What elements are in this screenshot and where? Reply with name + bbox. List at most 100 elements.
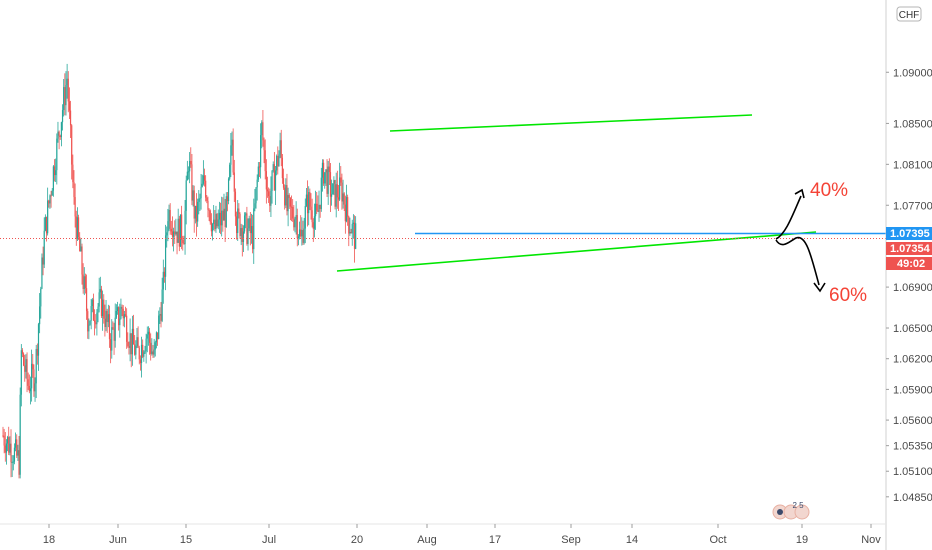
candle-body — [240, 228, 242, 236]
annotation-40: 40% — [810, 180, 848, 201]
candle-body — [33, 369, 35, 392]
currency-badge[interactable] — [896, 6, 922, 22]
time-tick-label: 17 — [489, 534, 501, 546]
candle-body — [186, 171, 188, 181]
price-tick-label: 1.06200 — [893, 354, 932, 366]
candle-body — [50, 195, 52, 197]
candle-body — [336, 184, 338, 198]
candle-body — [262, 122, 264, 141]
candle-body — [45, 216, 48, 234]
candle-body — [5, 443, 8, 453]
candle-body — [27, 379, 29, 386]
candle-body — [82, 274, 84, 290]
candle-body — [185, 180, 187, 211]
time-axis[interactable]: 18 Jun 15 Jul 20 Aug 17 Sep 14 Oct 19 Nov — [43, 524, 881, 546]
candle-body — [67, 78, 69, 102]
candle-body — [144, 350, 146, 353]
candle-body — [205, 180, 207, 198]
channel-lower-line[interactable] — [336, 231, 817, 272]
candle-body — [59, 135, 61, 138]
candle-body — [333, 180, 335, 184]
candle-body — [239, 214, 241, 236]
candle-body — [115, 310, 117, 318]
candle-body — [238, 208, 240, 215]
candle-body — [37, 324, 40, 356]
candle-body — [135, 345, 137, 355]
candle-body — [242, 231, 245, 242]
candle-body — [277, 155, 279, 167]
candle-body — [26, 359, 28, 380]
time-tick-label: Jun — [109, 534, 127, 546]
candle-body — [217, 219, 219, 227]
candle-body — [87, 311, 89, 332]
candle-body — [110, 339, 112, 351]
candle-body — [106, 310, 108, 323]
event-icons[interactable]: 2 5 — [772, 501, 810, 520]
candle-body — [246, 213, 248, 244]
candle-body — [317, 210, 319, 212]
up-arrow-path — [775, 195, 802, 240]
candle-body — [193, 190, 195, 219]
candle-body — [153, 349, 155, 355]
candle-body — [65, 85, 67, 106]
down-arrowhead — [813, 282, 826, 293]
candle-body — [35, 349, 37, 384]
candle-body — [308, 192, 310, 214]
candle-body — [231, 139, 233, 146]
time-tick-label: 19 — [796, 534, 808, 546]
candle-body — [266, 189, 269, 192]
candle-body — [192, 190, 194, 201]
candle-body — [170, 228, 172, 232]
candle-body — [79, 236, 81, 252]
candle-body — [74, 197, 76, 217]
candle-body — [16, 439, 18, 456]
candle-body — [142, 344, 144, 357]
candle-body — [129, 333, 131, 348]
candle-body — [20, 350, 22, 395]
candle-body — [202, 175, 204, 184]
price-axis[interactable]: 1.090001.085001.081001.077001.073001.069… — [886, 67, 932, 504]
candle-body — [116, 307, 119, 311]
candle-body — [151, 351, 153, 354]
down-arrow-path — [775, 236, 820, 286]
candle-body — [143, 352, 145, 357]
candle-body — [184, 210, 186, 245]
candle-body — [58, 131, 60, 136]
candle-body — [341, 182, 343, 202]
candle-body — [55, 170, 57, 176]
price-tag-support — [886, 227, 932, 240]
candle-body — [63, 87, 65, 111]
candle-body — [94, 320, 96, 323]
candle-body — [200, 186, 202, 199]
candle-body — [66, 78, 68, 86]
candle-body — [319, 204, 321, 209]
candle-body — [206, 197, 208, 201]
candle-body — [189, 160, 191, 172]
candle-body — [140, 344, 143, 363]
candle-body — [284, 187, 286, 206]
candle-body — [195, 205, 198, 222]
candle-body — [36, 349, 38, 356]
candle-body — [126, 315, 128, 342]
time-tick-label: Sep — [561, 534, 581, 546]
candle-body — [309, 192, 311, 207]
price-tag-support-label: 1.07395 — [890, 228, 930, 240]
candle-body — [207, 200, 209, 210]
candle-body — [21, 350, 24, 354]
candle-body — [138, 347, 140, 360]
candle-body — [247, 228, 249, 244]
candle-body — [215, 214, 217, 230]
candle-body — [237, 208, 239, 234]
candle-body — [234, 191, 237, 217]
candle-body — [92, 299, 95, 321]
candle-body — [61, 110, 64, 123]
candle-body — [296, 215, 298, 238]
candle-body — [80, 246, 82, 252]
candle-body — [88, 324, 90, 332]
candle-body — [254, 203, 256, 209]
channel-upper-line[interactable] — [389, 114, 753, 132]
candle-body — [233, 172, 235, 192]
candle-body — [351, 223, 353, 234]
candle-body — [255, 187, 257, 204]
